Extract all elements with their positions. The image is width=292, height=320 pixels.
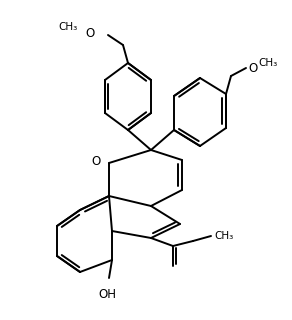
Text: CH₃: CH₃ [258, 58, 277, 68]
Text: CH₃: CH₃ [59, 22, 78, 32]
Text: O: O [248, 61, 257, 75]
Text: O: O [92, 155, 101, 167]
Text: OH: OH [98, 288, 116, 301]
Text: CH₃: CH₃ [214, 231, 233, 241]
Text: O: O [85, 27, 95, 39]
